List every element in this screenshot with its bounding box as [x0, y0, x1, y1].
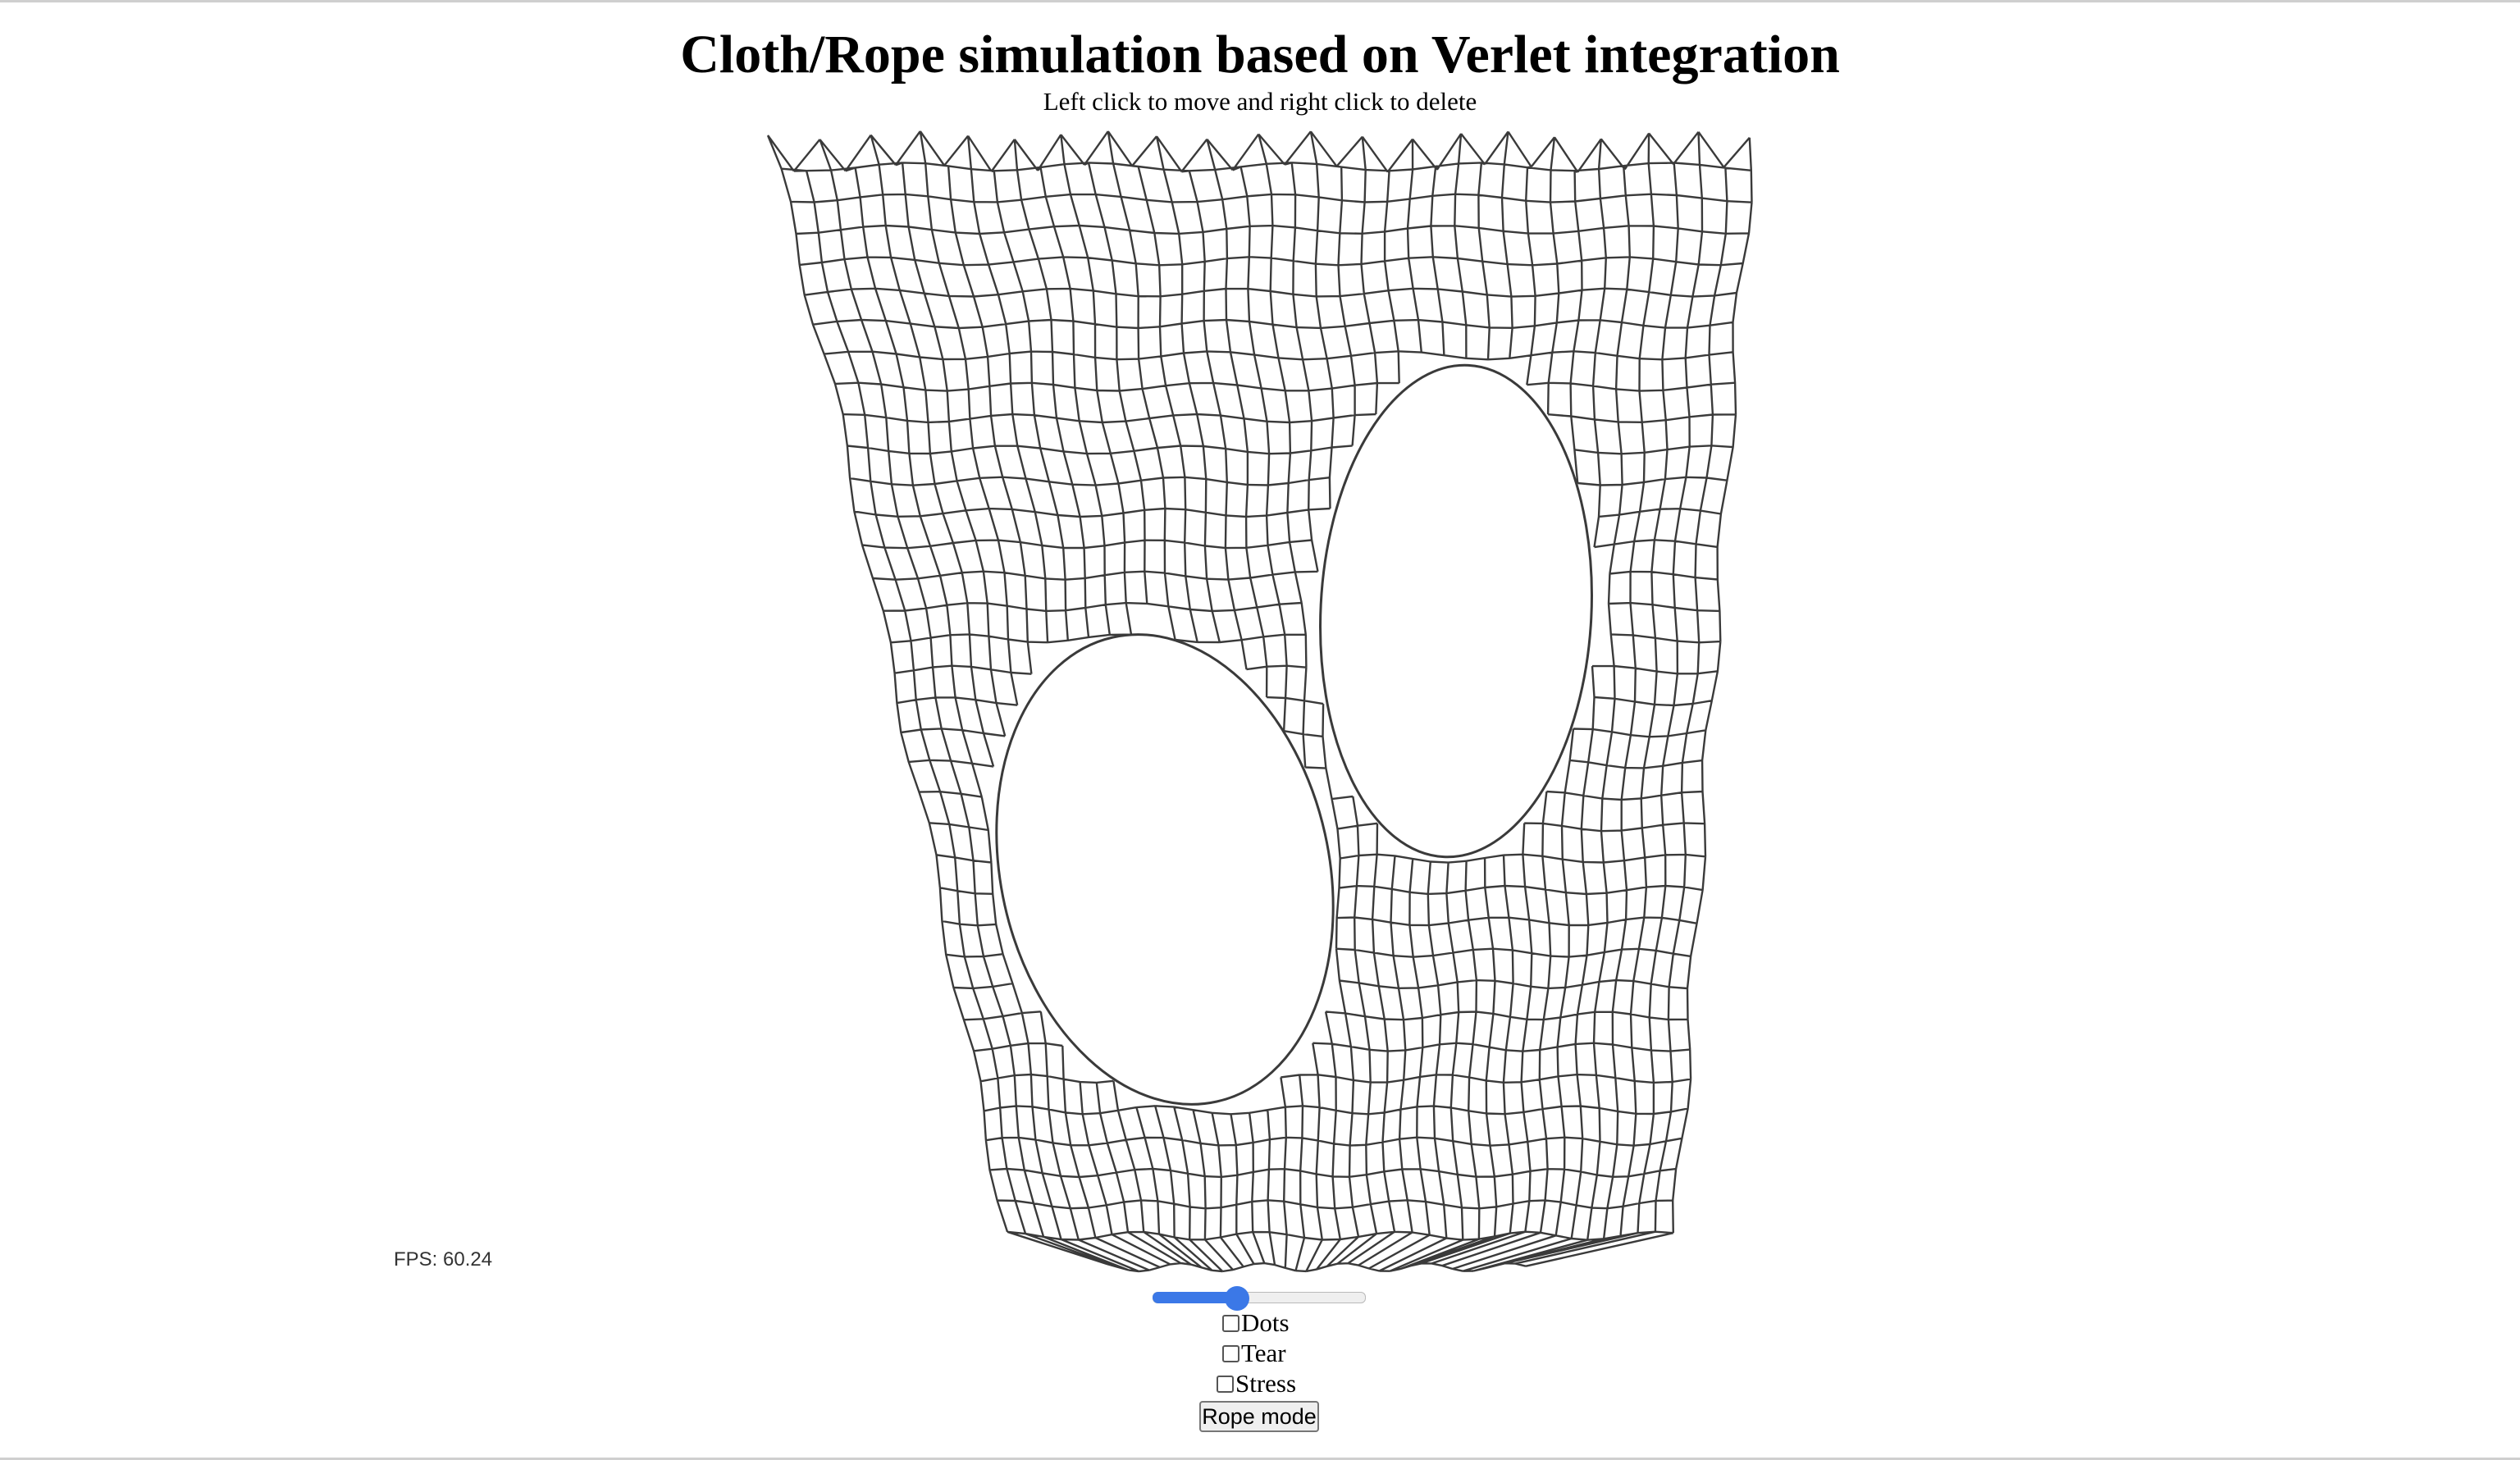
- tear-option[interactable]: Tear: [1222, 1339, 1286, 1368]
- page-title: Cloth/Rope simulation based on Verlet in…: [680, 25, 1840, 84]
- slider-fill: [1153, 1292, 1237, 1303]
- cloth-mesh[interactable]: [766, 130, 1753, 1273]
- dots-option[interactable]: Dots: [1222, 1308, 1290, 1338]
- torn-hole-edge-1: [995, 633, 1335, 1106]
- slider-thumb[interactable]: [1225, 1286, 1249, 1311]
- dots-checkbox[interactable]: [1222, 1314, 1239, 1332]
- fps-counter: FPS: 60.24: [394, 1248, 493, 1271]
- stiffness-slider[interactable]: [1153, 1286, 1366, 1311]
- dots-label: Dots: [1241, 1308, 1290, 1337]
- instructions-text: Left click to move and right click to de…: [1043, 87, 1477, 116]
- tear-label: Tear: [1241, 1339, 1286, 1367]
- cloth-constraints[interactable]: [766, 130, 1753, 1273]
- torn-hole-edge-2: [1319, 363, 1593, 859]
- rope-mode-button[interactable]: Rope mode: [1199, 1401, 1319, 1432]
- tear-checkbox[interactable]: [1222, 1344, 1239, 1362]
- stress-checkbox[interactable]: [1217, 1375, 1234, 1393]
- stress-option[interactable]: Stress: [1217, 1369, 1296, 1398]
- stress-label: Stress: [1235, 1369, 1297, 1398]
